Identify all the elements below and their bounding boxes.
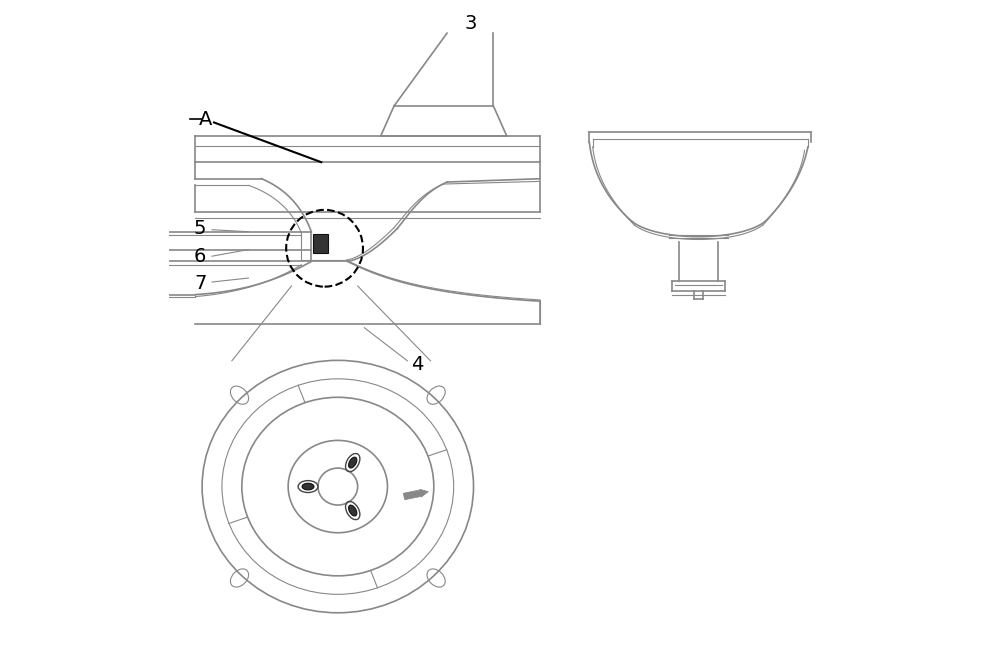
Ellipse shape (302, 483, 314, 490)
Text: 3: 3 (464, 14, 476, 32)
FancyArrow shape (403, 489, 428, 500)
Text: 5: 5 (194, 219, 206, 238)
Bar (313, 234, 328, 253)
Text: A: A (199, 110, 212, 128)
Text: 6: 6 (194, 247, 206, 265)
Text: 4: 4 (411, 355, 423, 373)
Ellipse shape (349, 505, 357, 516)
Ellipse shape (349, 457, 357, 468)
Text: 7: 7 (194, 274, 206, 293)
